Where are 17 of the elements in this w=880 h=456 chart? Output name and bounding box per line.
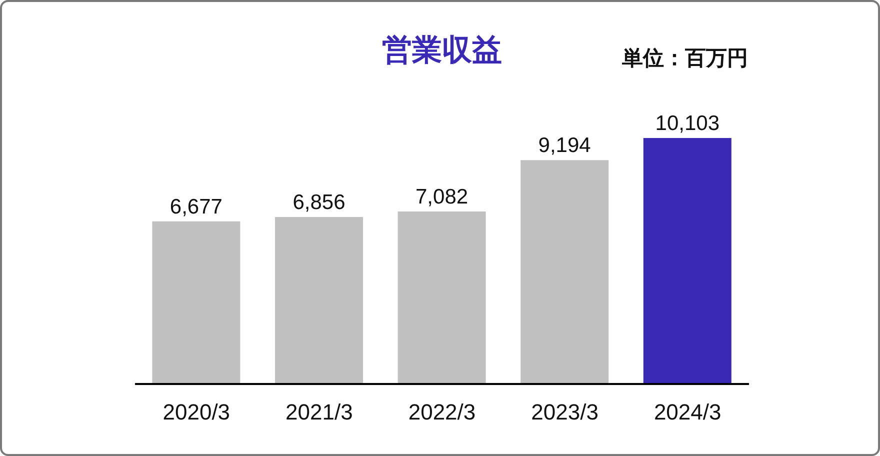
x-tick-label: 2021/3 xyxy=(286,400,353,425)
bar xyxy=(152,221,240,384)
data-label: 6,856 xyxy=(292,191,346,214)
data-label: 9,194 xyxy=(538,134,592,158)
x-tick-label: 2020/3 xyxy=(162,400,230,425)
bar xyxy=(643,138,732,384)
data-label: 10,103 xyxy=(655,112,720,135)
x-tick-label: 2024/3 xyxy=(654,400,722,425)
bar xyxy=(274,217,363,384)
text: 単位：百万円 xyxy=(622,46,748,72)
chart-title: 営業収益 xyxy=(382,34,502,67)
x-tick-label: 2023/3 xyxy=(531,400,598,425)
data-label: 6,677 xyxy=(170,195,222,218)
bar xyxy=(520,160,609,384)
data-label: 7,082 xyxy=(416,186,468,209)
x-tick-label: 2022/3 xyxy=(408,400,476,425)
bar xyxy=(398,212,486,384)
